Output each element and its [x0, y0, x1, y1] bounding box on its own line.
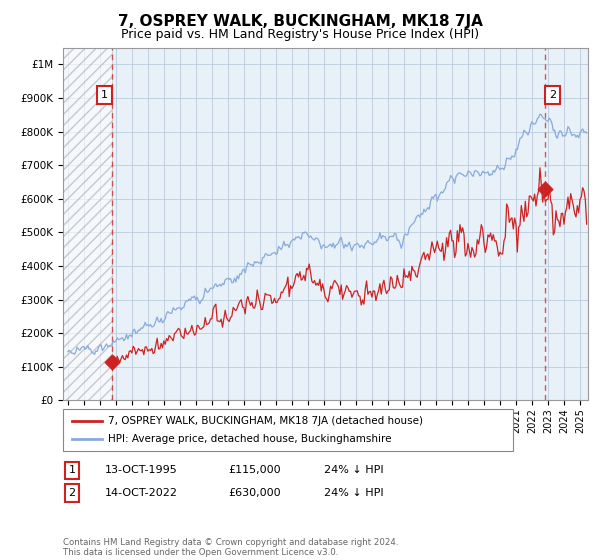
Bar — [63, 48, 112, 400]
Text: £115,000: £115,000 — [228, 465, 281, 475]
Text: 1: 1 — [101, 90, 108, 100]
Text: £630,000: £630,000 — [228, 488, 281, 498]
Text: 7, OSPREY WALK, BUCKINGHAM, MK18 7JA (detached house): 7, OSPREY WALK, BUCKINGHAM, MK18 7JA (de… — [108, 416, 423, 426]
Text: 24% ↓ HPI: 24% ↓ HPI — [324, 488, 383, 498]
Text: 2: 2 — [68, 488, 76, 498]
Text: 7, OSPREY WALK, BUCKINGHAM, MK18 7JA: 7, OSPREY WALK, BUCKINGHAM, MK18 7JA — [118, 14, 482, 29]
Text: 24% ↓ HPI: 24% ↓ HPI — [324, 465, 383, 475]
Text: 13-OCT-1995: 13-OCT-1995 — [105, 465, 178, 475]
Text: 2: 2 — [549, 90, 556, 100]
Text: HPI: Average price, detached house, Buckinghamshire: HPI: Average price, detached house, Buck… — [108, 434, 392, 444]
Text: Contains HM Land Registry data © Crown copyright and database right 2024.
This d: Contains HM Land Registry data © Crown c… — [63, 538, 398, 557]
Point — [540, 184, 550, 193]
Point — [107, 357, 117, 366]
Text: 14-OCT-2022: 14-OCT-2022 — [105, 488, 178, 498]
Text: 1: 1 — [68, 465, 76, 475]
Text: Price paid vs. HM Land Registry's House Price Index (HPI): Price paid vs. HM Land Registry's House … — [121, 28, 479, 41]
